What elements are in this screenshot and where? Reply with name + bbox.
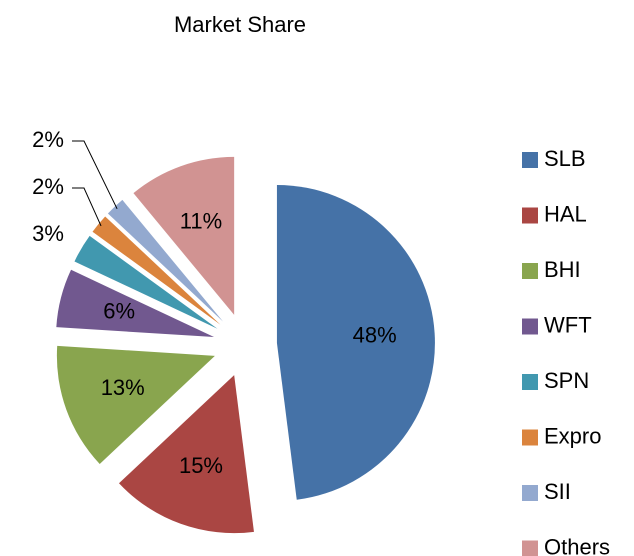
data-label: 48%: [353, 323, 397, 348]
pie-slice: [107, 199, 224, 322]
legend-label: HAL: [544, 201, 587, 226]
leader-line: [72, 140, 118, 210]
chart-title: Market Share: [174, 12, 306, 37]
data-label: 2%: [32, 174, 64, 199]
legend-label: WFT: [544, 312, 592, 337]
legend-swatch: [522, 540, 538, 556]
legend-label: SII: [544, 479, 571, 504]
legend-label: SPN: [544, 368, 589, 393]
data-label: 6%: [103, 298, 135, 323]
pie-slice: [133, 156, 235, 315]
data-label: 15%: [179, 453, 223, 478]
pie-slice: [56, 345, 215, 464]
legend-label: Others: [544, 534, 610, 556]
legend-swatch: [522, 152, 538, 168]
data-label: 13%: [101, 375, 145, 400]
data-label: 3%: [32, 221, 64, 246]
leader-line: [72, 187, 102, 227]
data-label: 2%: [32, 127, 64, 152]
pie-slice: [56, 269, 215, 338]
pie-slice: [276, 184, 435, 500]
legend-swatch: [522, 374, 538, 390]
data-label: 11%: [180, 209, 222, 234]
legend-swatch: [522, 429, 538, 446]
pie-slice: [92, 216, 221, 325]
legend-swatch: [522, 263, 538, 279]
legend-label: SLB: [544, 146, 586, 171]
legend-swatch: [522, 485, 538, 501]
legend-swatch: [522, 207, 538, 224]
legend-label: BHI: [544, 257, 581, 282]
pie-slice: [74, 235, 218, 329]
pie-slice: [118, 375, 254, 534]
legend-label: Expro: [544, 423, 601, 448]
legend-swatch: [522, 318, 538, 335]
